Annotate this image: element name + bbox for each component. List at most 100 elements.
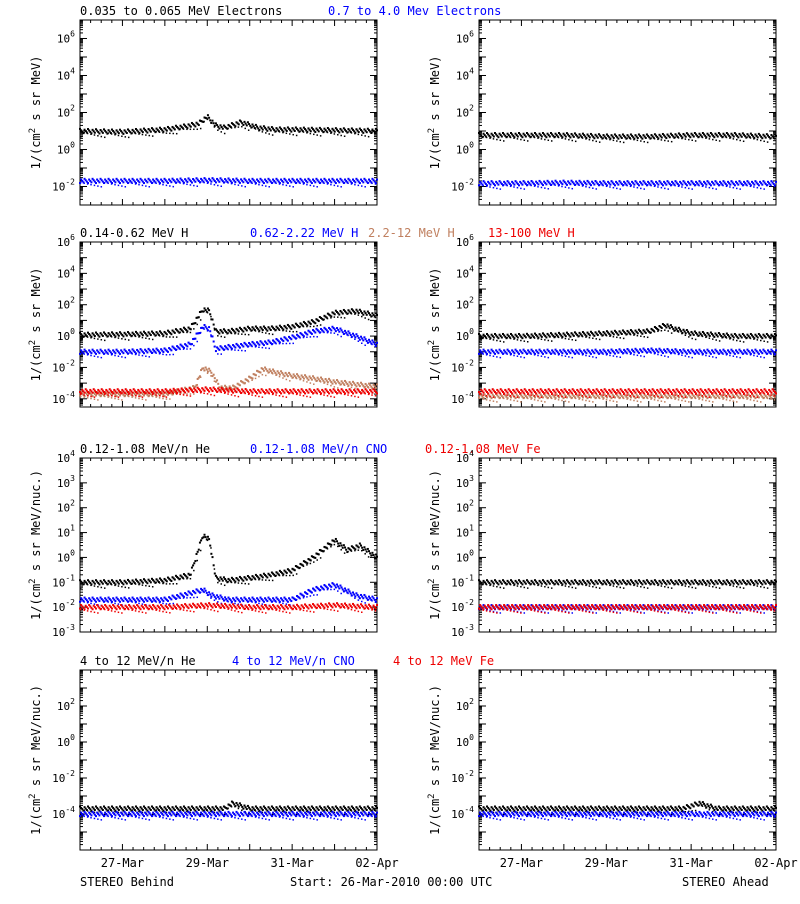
data-point (186, 330, 188, 332)
data-point (190, 328, 192, 330)
data-point (689, 334, 691, 336)
data-point (541, 187, 543, 189)
data-point (750, 396, 752, 398)
data-point (609, 186, 611, 188)
data-point (116, 392, 118, 394)
data-point (239, 347, 241, 349)
data-point (614, 353, 616, 355)
data-point (213, 122, 215, 124)
data-point (162, 184, 164, 186)
data-point (630, 352, 632, 354)
data-point (224, 336, 226, 338)
data-point (551, 184, 553, 186)
data-point (358, 340, 360, 342)
data-point (527, 184, 529, 186)
data-point (142, 398, 144, 400)
data-point (539, 397, 541, 399)
data-point (561, 136, 563, 138)
data-point (609, 184, 611, 186)
data-point (719, 184, 721, 186)
data-point (262, 347, 264, 349)
data-point (258, 376, 260, 378)
data-point (733, 138, 735, 140)
data-point (337, 334, 339, 336)
data-point (327, 331, 329, 333)
data-point (296, 392, 298, 394)
data-point (709, 355, 711, 357)
y-axis-label: 1/(cm2 s sr MeV) (28, 268, 43, 382)
data-point (255, 128, 257, 130)
data-point (227, 128, 229, 129)
data-point (143, 352, 145, 354)
series-0-0-1 (79, 177, 378, 187)
data-point (585, 400, 587, 402)
data-point (555, 397, 557, 399)
data-point (713, 136, 715, 138)
data-point (282, 329, 284, 331)
data-point (753, 186, 755, 188)
data-point (200, 376, 202, 378)
data-point (143, 394, 145, 396)
data-point (155, 131, 157, 133)
data-point (669, 136, 671, 138)
data-point (496, 356, 498, 358)
data-point (503, 140, 505, 142)
data-point (80, 136, 82, 138)
data-point (606, 353, 608, 355)
data-point (246, 329, 248, 331)
data-point (482, 136, 484, 138)
data-point (207, 371, 209, 373)
data-point (83, 353, 85, 355)
data-point (272, 334, 274, 336)
data-point (551, 353, 553, 355)
data-point (770, 337, 772, 339)
data-point (306, 324, 308, 326)
data-point (770, 137, 772, 139)
data-point (107, 183, 109, 185)
data-point (104, 137, 106, 139)
data-point (647, 337, 649, 339)
data-point (709, 335, 711, 337)
legend-entry-1-3: 13-100 MeV H (488, 226, 575, 240)
data-point (589, 355, 591, 357)
data-point (366, 314, 368, 316)
data-point (162, 181, 164, 183)
y-tick-label: 102 (456, 104, 474, 120)
data-point (775, 334, 777, 336)
data-point (757, 339, 759, 341)
data-point (118, 355, 120, 357)
data-point (191, 343, 193, 345)
data-point (531, 397, 533, 399)
y-tick-label: 106 (57, 233, 75, 249)
data-point (537, 136, 539, 138)
data-point (173, 133, 175, 135)
data-point (534, 395, 536, 397)
data-point (303, 182, 305, 184)
data-point (681, 137, 683, 139)
data-point (496, 401, 498, 403)
data-point (87, 397, 89, 399)
data-point (640, 401, 642, 403)
y-axis-label: 1/(cm2 s sr MeV) (28, 56, 43, 170)
data-point (167, 182, 169, 184)
data-point (344, 392, 346, 394)
data-point (674, 397, 676, 399)
data-point (98, 336, 100, 338)
data-point (491, 392, 493, 394)
data-point (702, 184, 704, 186)
data-point (128, 396, 130, 398)
data-point (138, 132, 140, 134)
data-point (176, 392, 178, 394)
data-point (286, 330, 288, 332)
data-point (573, 136, 575, 138)
data-point (80, 182, 82, 184)
data-point (737, 136, 739, 138)
data-point (279, 131, 281, 133)
data-point (521, 352, 523, 354)
data-point (583, 392, 585, 394)
data-point (585, 396, 587, 398)
data-point (246, 124, 248, 126)
data-point (251, 392, 253, 394)
data-point (572, 188, 574, 190)
